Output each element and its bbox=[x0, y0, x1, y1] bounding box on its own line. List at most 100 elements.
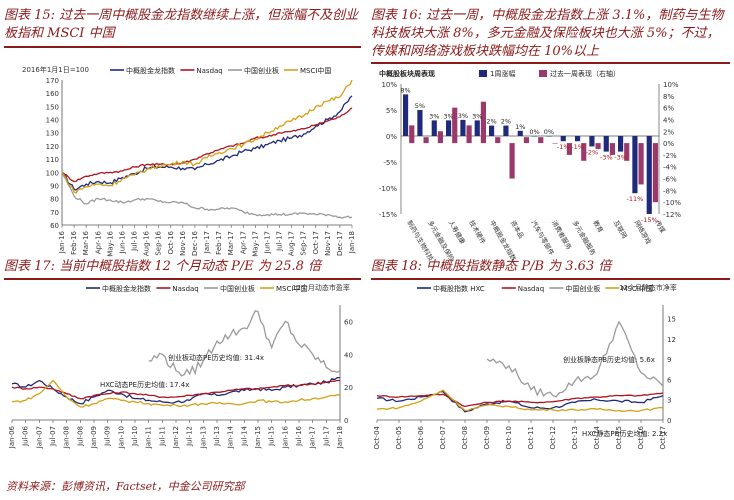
chart-15-svg: 60 70 80 90 100 110 120 130 140 150 160 170 Jan-16 Fe… bbox=[22, 65, 356, 257]
series-line-0 bbox=[376, 390, 664, 413]
data-label: -11% bbox=[627, 195, 644, 203]
x-tick-label: Oct-08 bbox=[461, 426, 469, 450]
legend-label: 过去一周表现（右轴） bbox=[550, 69, 620, 78]
bar-weekly-return bbox=[489, 125, 495, 136]
x-tick-label: Oct-10 bbox=[505, 426, 513, 450]
data-label: -2% bbox=[586, 148, 599, 156]
y-tick-label: 120 bbox=[46, 143, 59, 151]
x-tick-label: Jan-18 bbox=[336, 426, 344, 449]
bar-weekly-return bbox=[431, 120, 437, 136]
legend-label: 中国创业板 bbox=[220, 284, 255, 293]
y-tick-label-right: -2% bbox=[663, 152, 677, 160]
data-label: 3% bbox=[472, 112, 482, 120]
x-tick-label: Oct-06 bbox=[417, 425, 425, 449]
chart-18-svg: 0 3 6 9 12 15 Oct-04 Oct-05 Oct-06 Oct-07 Oct-08 Oc… bbox=[373, 283, 677, 450]
x-tick-label: Jan-12 bbox=[172, 426, 180, 449]
legend-label: MSCI中国 bbox=[621, 284, 652, 293]
y-tick-label-right: -12% bbox=[663, 211, 681, 219]
category-label: 资本品 bbox=[509, 219, 527, 240]
x-tick-label: Sep-16 bbox=[155, 230, 163, 255]
annotation: HXC动态PE历史均值: 17.4x bbox=[100, 380, 189, 389]
x-tick-label: Sep-17 bbox=[300, 231, 308, 256]
x-tick-label: Jun-16 bbox=[118, 230, 126, 254]
chart-subtitle: 2016年1月1日=100 bbox=[22, 65, 89, 74]
x-tick-label: Nov-17 bbox=[324, 231, 332, 256]
bar-prior-week bbox=[423, 137, 429, 144]
x-tick-label: Jul-11 bbox=[158, 426, 166, 447]
data-label: 0% bbox=[544, 128, 554, 136]
y-tick-label-left: 5% bbox=[386, 107, 397, 115]
y-tick-label-right: -6% bbox=[663, 176, 677, 184]
x-tick-label: Jan-15 bbox=[254, 426, 262, 449]
chart-16-svg: 10%5%0%-5%-10%-15%10%8%6%4%2%0%-2%-4%-6%… bbox=[379, 69, 682, 263]
x-tick-label: Jul-12 bbox=[186, 426, 194, 447]
x-tick-label: Jul-14 bbox=[240, 425, 248, 446]
y-tick-label: 9 bbox=[667, 356, 671, 364]
bar-weekly-return bbox=[417, 110, 423, 136]
data-label: -3% bbox=[614, 154, 627, 162]
figure-18-title: 图表 18: 中概股指数静态 P/B 为 3.63 倍 bbox=[371, 259, 612, 274]
series-line-0 bbox=[61, 95, 353, 191]
x-tick-label: Oct-05 bbox=[395, 426, 403, 450]
data-label: 2% bbox=[501, 118, 511, 126]
series-line-2 bbox=[61, 172, 353, 219]
y-tick-label-right: 6% bbox=[663, 105, 674, 113]
bar-prior-week bbox=[595, 143, 601, 149]
figure-17-title: 图表 17: 当前中概股指数 12 个月动态 P/E 为 25.8 倍 bbox=[4, 259, 322, 274]
data-label: -1% bbox=[571, 143, 584, 151]
bar-prior-week bbox=[523, 137, 529, 144]
legend-label: Nasdaq bbox=[172, 285, 198, 293]
chart-17-svg: 0 20 40 60 Jan-06 Jul-06 Jan-07 Jul-07 Jan-08 Jul… bbox=[8, 283, 353, 449]
y-tick-label: 12 bbox=[667, 336, 676, 344]
x-tick-label: May-16 bbox=[106, 230, 114, 256]
legend-label: 中国创业板 bbox=[565, 284, 600, 293]
bar-prior-week bbox=[452, 107, 458, 144]
category-label: 传媒 bbox=[653, 219, 668, 235]
bar-weekly-return bbox=[589, 136, 595, 147]
chart-16: 10% 5% 0% -5% -10% -15% 10% 8% 6% 4% 2% 0% -2% -4% -6%… bbox=[367, 64, 734, 263]
y-tick-label: 170 bbox=[46, 77, 59, 85]
x-tick-label: Dec-17 bbox=[336, 231, 344, 256]
x-tick-label: Jan-06 bbox=[8, 425, 16, 449]
x-tick-label: Oct-07 bbox=[439, 426, 447, 450]
y-tick-label-left: 10% bbox=[381, 81, 397, 89]
figure-18-rule bbox=[371, 278, 730, 280]
x-tick-label: Oct-16 bbox=[637, 425, 645, 449]
chart-subtitle: 中概股板块周表现 bbox=[379, 69, 435, 78]
category-label: 消费者服务 bbox=[550, 219, 574, 252]
x-tick-label: Jul-09 bbox=[104, 426, 112, 447]
x-tick-label: Jan-10 bbox=[117, 426, 125, 449]
bar-prior-week bbox=[538, 137, 544, 144]
bar-weekly-return bbox=[603, 136, 609, 152]
series-line-1 bbox=[11, 379, 341, 400]
x-tick-label: Nov-16 bbox=[179, 230, 187, 255]
x-tick-label: Jul-15 bbox=[268, 426, 276, 447]
category-label: 技术硬件 bbox=[467, 219, 488, 246]
x-tick-label: Mar-16 bbox=[82, 230, 90, 255]
x-tick-label: Jan-07 bbox=[35, 426, 43, 449]
chart-18: 0 3 6 9 12 15 Oct-04 Oct-05 Oct-06 Oct-07 Oct-08 Oc… bbox=[367, 280, 734, 475]
bar-prior-week bbox=[437, 131, 443, 144]
series-line-1 bbox=[376, 392, 664, 408]
bar-prior-week bbox=[624, 143, 630, 161]
legend-label: 中概股指数 HXC bbox=[433, 284, 485, 293]
bar-weekly-return bbox=[646, 136, 652, 214]
x-tick-label: Oct-17 bbox=[659, 426, 667, 450]
y-tick-label: 0 bbox=[667, 417, 671, 425]
figure-15-title: 图表 15: 过去一周中概股金龙指数继续上涨，但涨幅不及创业板指和 MSCI 中… bbox=[4, 8, 359, 41]
y-tick-label: 20 bbox=[344, 384, 353, 392]
bar-prior-week bbox=[552, 143, 558, 144]
y-tick-label-left: -15% bbox=[379, 211, 397, 219]
chart-subtitle: 12个月静态市净率 bbox=[619, 283, 677, 292]
bar-weekly-return bbox=[446, 120, 452, 136]
y-tick-label: 40 bbox=[344, 351, 353, 359]
y-tick-label-left: -5% bbox=[383, 159, 397, 167]
x-tick-label: Jul-13 bbox=[213, 426, 221, 447]
bar-weekly-return bbox=[560, 136, 566, 142]
y-tick-label: 140 bbox=[46, 117, 59, 125]
y-tick-label: 160 bbox=[46, 90, 59, 98]
data-label: 8% bbox=[400, 86, 410, 94]
x-tick-label: Jul-17 bbox=[322, 426, 330, 447]
x-tick-label: Jan-11 bbox=[145, 426, 153, 449]
legend-label: 中概股金龙指数 bbox=[102, 284, 151, 293]
